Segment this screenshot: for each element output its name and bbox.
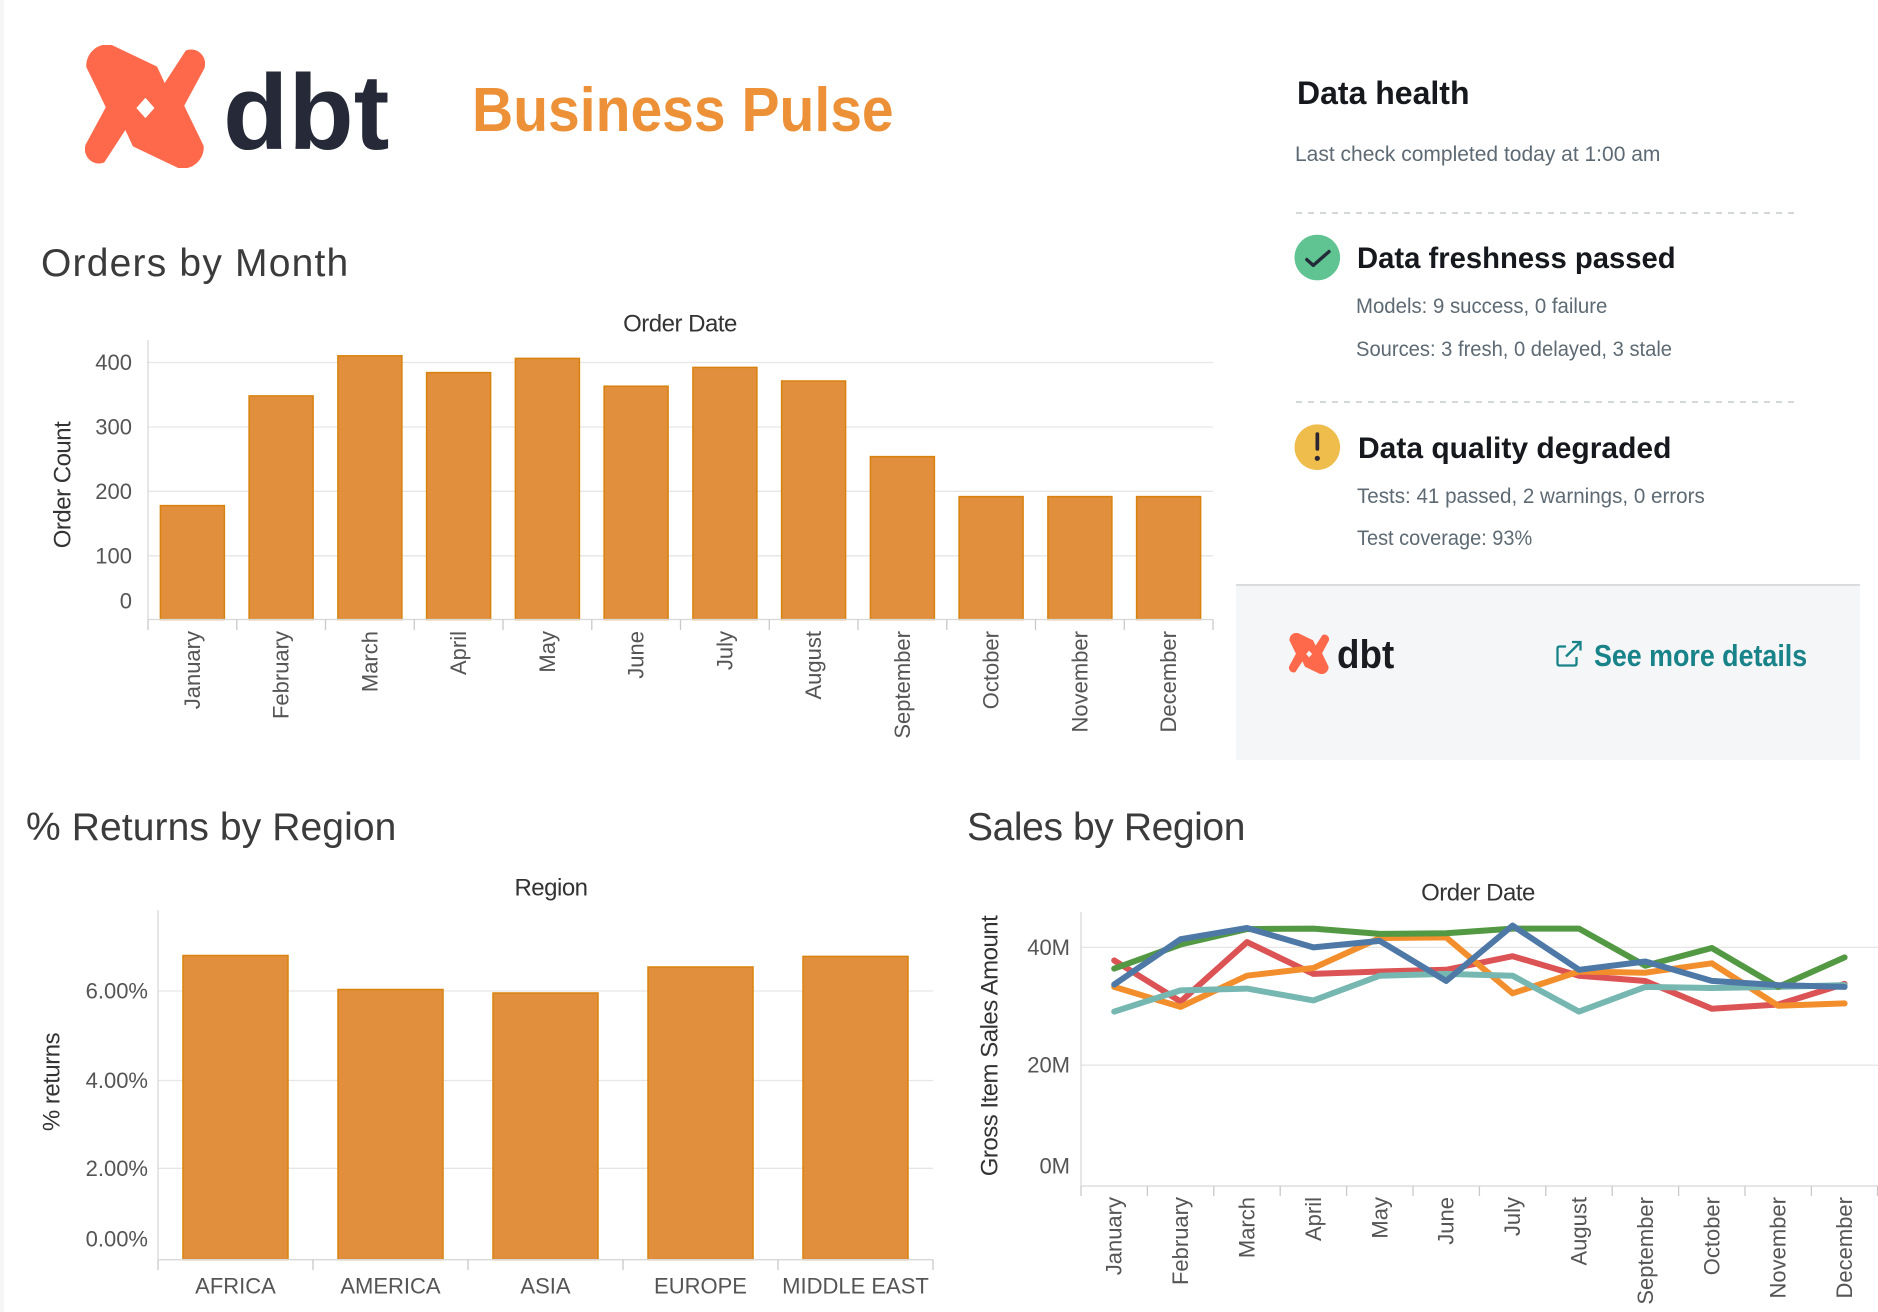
svg-text:6.00%: 6.00%: [86, 979, 148, 1004]
svg-text:July: July: [1500, 1197, 1525, 1236]
svg-text:May: May: [535, 631, 560, 673]
svg-text:2.00%: 2.00%: [86, 1156, 148, 1181]
svg-text:June: June: [1434, 1197, 1459, 1245]
svg-text:300: 300: [95, 415, 132, 440]
svg-text:Gross Item Sales Amount: Gross Item Sales Amount: [977, 915, 1004, 1176]
svg-text:July: July: [712, 631, 737, 670]
svg-text:20M: 20M: [1027, 1053, 1070, 1078]
svg-text:October: October: [979, 631, 1004, 709]
svg-text:August: August: [1567, 1197, 1592, 1266]
svg-text:0.00%: 0.00%: [86, 1227, 148, 1252]
svg-text:Order Date: Order Date: [623, 311, 737, 338]
svg-text:ASIA: ASIA: [520, 1274, 570, 1299]
svg-text:September: September: [1633, 1197, 1658, 1305]
svg-text:MIDDLE EAST: MIDDLE EAST: [782, 1274, 929, 1299]
svg-text:0M: 0M: [1039, 1154, 1070, 1179]
svg-text:January: January: [180, 631, 205, 709]
svg-text:40M: 40M: [1027, 935, 1070, 960]
svg-text:June: June: [624, 631, 649, 679]
svg-text:May: May: [1367, 1197, 1392, 1239]
svg-text:EUROPE: EUROPE: [654, 1274, 747, 1299]
svg-text:200: 200: [95, 479, 132, 504]
svg-text:Order Date: Order Date: [1421, 880, 1535, 907]
svg-text:4.00%: 4.00%: [86, 1068, 148, 1093]
svg-text:February: February: [1168, 1197, 1193, 1285]
svg-text:Region: Region: [514, 875, 587, 902]
svg-text:November: November: [1067, 631, 1092, 732]
svg-text:100: 100: [95, 543, 132, 568]
svg-text:AMERICA: AMERICA: [340, 1274, 441, 1299]
svg-text:AFRICA: AFRICA: [195, 1274, 276, 1299]
svg-text:% returns: % returns: [39, 1032, 66, 1131]
svg-text:Order Count: Order Count: [50, 421, 77, 548]
svg-text:April: April: [446, 631, 471, 675]
svg-text:0: 0: [120, 589, 132, 614]
svg-text:April: April: [1301, 1197, 1326, 1241]
svg-text:September: September: [890, 631, 915, 739]
svg-text:February: February: [269, 631, 294, 719]
svg-text:November: November: [1766, 1197, 1791, 1298]
svg-text:October: October: [1699, 1197, 1724, 1275]
svg-text:400: 400: [95, 350, 132, 375]
svg-text:December: December: [1832, 1197, 1857, 1298]
svg-text:January: January: [1102, 1197, 1127, 1275]
svg-text:March: March: [1235, 1197, 1260, 1258]
svg-text:March: March: [357, 631, 382, 692]
svg-text:December: December: [1156, 631, 1181, 732]
svg-text:August: August: [801, 631, 826, 700]
